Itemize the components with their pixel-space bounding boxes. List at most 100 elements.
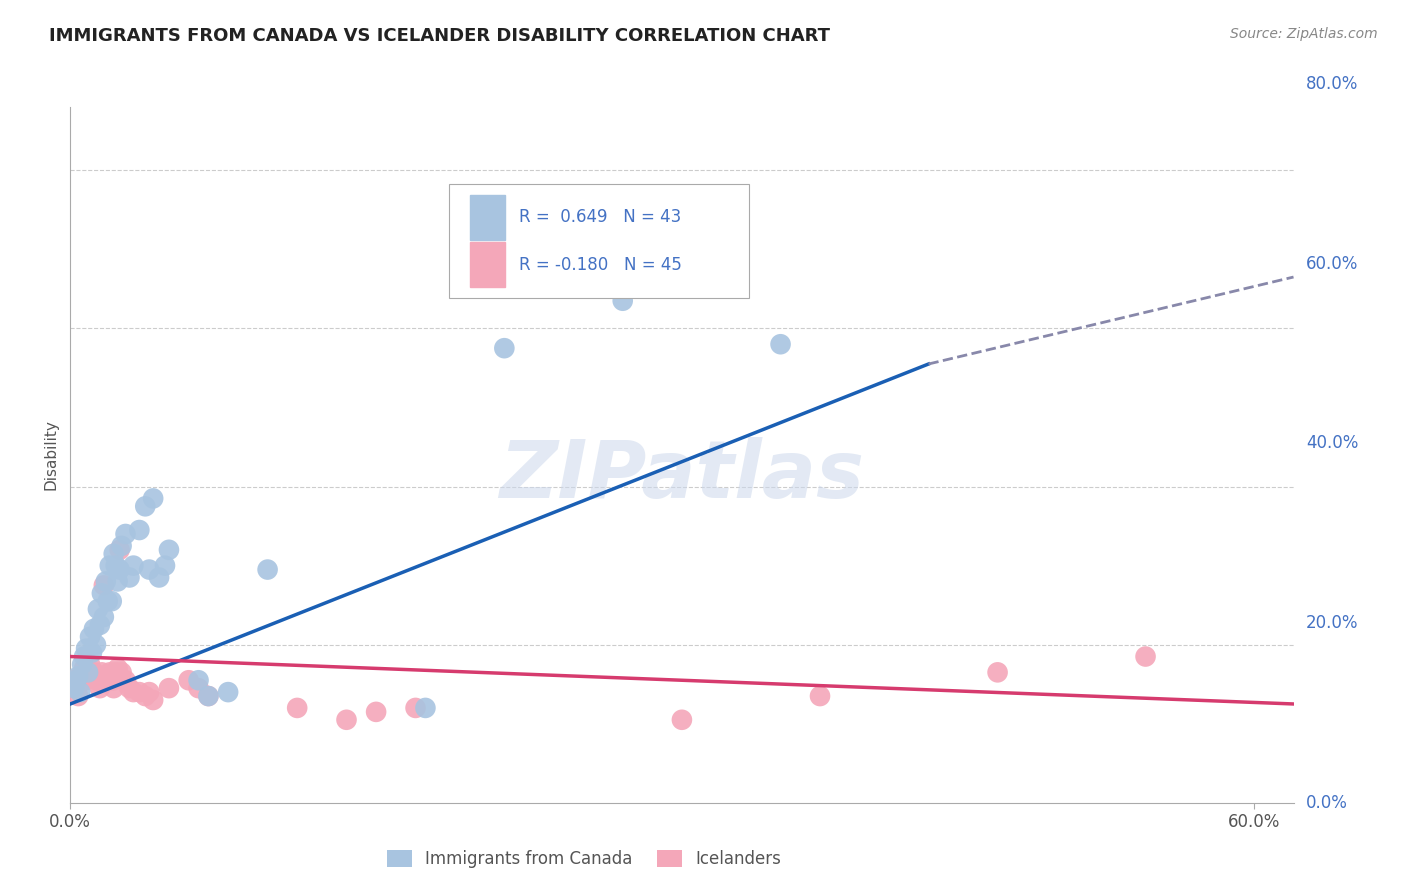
Point <box>110 665 132 680</box>
Point <box>65 673 87 688</box>
Point <box>67 689 90 703</box>
Point <box>134 689 156 703</box>
Point <box>110 539 132 553</box>
Point <box>177 673 200 688</box>
Point <box>104 665 127 680</box>
Point <box>142 491 165 506</box>
Point <box>73 649 96 664</box>
Point <box>285 701 308 715</box>
Point <box>73 661 96 675</box>
Point <box>83 622 105 636</box>
Text: ZIPatlas: ZIPatlas <box>499 437 865 515</box>
Point <box>108 542 131 557</box>
Point <box>134 500 156 514</box>
Point <box>67 669 90 683</box>
Point <box>138 563 160 577</box>
Point <box>94 673 117 688</box>
FancyBboxPatch shape <box>470 242 505 287</box>
Point <box>100 594 122 608</box>
Point <box>217 685 239 699</box>
Point <box>100 673 122 688</box>
Point <box>80 669 103 683</box>
Point <box>107 574 129 589</box>
Point <box>104 558 127 573</box>
Point <box>79 657 101 672</box>
Text: R = -0.180   N = 45: R = -0.180 N = 45 <box>519 256 682 274</box>
Legend: Immigrants from Canada, Icelanders: Immigrants from Canada, Icelanders <box>380 843 789 874</box>
Text: 40.0%: 40.0% <box>1306 434 1358 452</box>
Point <box>90 586 112 600</box>
Point <box>70 657 93 672</box>
Point <box>103 673 125 688</box>
Point <box>128 685 150 699</box>
Text: IMMIGRANTS FROM CANADA VS ICELANDER DISABILITY CORRELATION CHART: IMMIGRANTS FROM CANADA VS ICELANDER DISA… <box>49 27 830 45</box>
Point <box>118 681 141 695</box>
Point <box>79 630 101 644</box>
Point <box>197 689 219 703</box>
Point <box>63 681 86 695</box>
Point <box>157 681 180 695</box>
Point <box>103 681 125 695</box>
Point <box>90 665 112 680</box>
Point <box>108 563 131 577</box>
Point <box>987 665 1010 680</box>
Point <box>1135 649 1157 664</box>
Point <box>671 713 693 727</box>
Point <box>77 665 100 680</box>
Point <box>769 337 792 351</box>
Text: 80.0%: 80.0% <box>1306 75 1358 93</box>
Point <box>65 681 87 695</box>
Point <box>138 685 160 699</box>
Point <box>142 693 165 707</box>
Point <box>69 685 91 699</box>
Point <box>70 673 93 688</box>
Point <box>98 558 121 573</box>
Text: 0.0%: 0.0% <box>1306 794 1347 812</box>
Point <box>148 570 170 584</box>
Point <box>197 689 219 703</box>
Point <box>87 602 110 616</box>
Point <box>77 665 100 680</box>
Point <box>94 574 117 589</box>
Text: Source: ZipAtlas.com: Source: ZipAtlas.com <box>1230 27 1378 41</box>
Point <box>415 701 437 715</box>
Point <box>103 547 125 561</box>
Point <box>114 527 136 541</box>
FancyBboxPatch shape <box>470 194 505 240</box>
Point <box>366 705 388 719</box>
Point <box>93 578 115 592</box>
FancyBboxPatch shape <box>450 184 749 298</box>
Point <box>83 665 105 680</box>
Point <box>89 618 111 632</box>
Point <box>84 638 107 652</box>
Point <box>63 673 86 688</box>
Point <box>107 661 129 675</box>
Point <box>122 558 145 573</box>
Point <box>75 673 97 688</box>
Point <box>612 293 634 308</box>
Point <box>97 673 120 688</box>
Point <box>256 563 278 577</box>
Point <box>128 523 150 537</box>
Point <box>87 673 110 688</box>
Point <box>114 673 136 688</box>
Point <box>75 641 97 656</box>
Y-axis label: Disability: Disability <box>44 419 59 491</box>
Text: R =  0.649   N = 43: R = 0.649 N = 43 <box>519 208 682 227</box>
Point <box>118 570 141 584</box>
Text: 20.0%: 20.0% <box>1306 614 1358 632</box>
Point <box>335 713 357 727</box>
Point <box>187 681 209 695</box>
Point <box>153 558 176 573</box>
Point <box>89 681 111 695</box>
Point <box>808 689 831 703</box>
Point <box>98 665 121 680</box>
Text: 60.0%: 60.0% <box>1306 255 1358 273</box>
Point <box>84 673 107 688</box>
Point <box>122 685 145 699</box>
Point <box>97 594 120 608</box>
Point <box>405 701 427 715</box>
Point <box>69 669 91 683</box>
Point <box>80 646 103 660</box>
Point <box>494 341 516 355</box>
